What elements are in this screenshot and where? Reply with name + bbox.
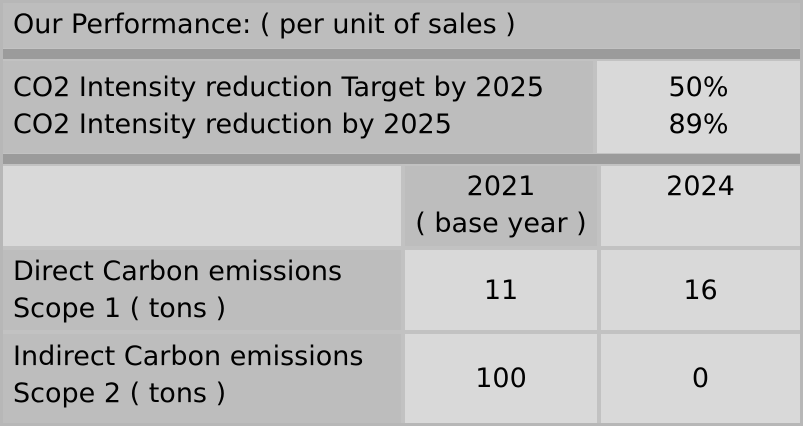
column-header-2021: 2021 ( base year ) — [405, 166, 597, 246]
scope-2-2024-value: 0 — [601, 334, 800, 423]
intensity-target-label: CO2 Intensity reduction Target by 2025 — [13, 72, 545, 103]
emissions-corner-cell — [3, 166, 401, 246]
intensity-actual-label: CO2 Intensity reduction by 2025 — [13, 109, 452, 140]
row-label-line: Scope 1 ( tons ) — [13, 293, 227, 324]
row-label-line: Direct Carbon emissions — [13, 256, 343, 287]
scope-1-2021-value: 11 — [405, 250, 597, 330]
section-divider — [3, 49, 800, 59]
row-label-scope-1: Direct Carbon emissions Scope 1 ( tons ) — [3, 250, 401, 330]
table-title: Our Performance: ( per unit of sales ) — [3, 3, 800, 48]
column-header-year: 2021 — [466, 171, 536, 202]
cell-value: 0 — [691, 363, 710, 394]
scope-1-2024-value: 16 — [601, 250, 800, 330]
table-title-text: Our Performance: ( per unit of sales ) — [13, 9, 516, 40]
row-label-scope-2: Indirect Carbon emissions Scope 2 ( tons… — [3, 334, 401, 423]
cell-value: 16 — [683, 274, 718, 306]
intensity-values: 50% 89% — [597, 61, 800, 153]
column-header-2024: 2024 — [601, 166, 800, 246]
intensity-actual-value: 89% — [668, 109, 729, 140]
cell-value: 100 — [475, 363, 527, 394]
cell-value: 11 — [483, 274, 519, 306]
scope-2-2021-value: 100 — [405, 334, 597, 423]
row-label-line: Indirect Carbon emissions — [13, 341, 364, 372]
row-label-line: Scope 2 ( tons ) — [13, 378, 227, 409]
intensity-target-value: 50% — [668, 72, 729, 103]
intensity-labels: CO2 Intensity reduction Target by 2025 C… — [3, 61, 593, 153]
column-header-note: ( base year ) — [415, 208, 587, 239]
column-header-year: 2024 — [666, 171, 735, 202]
section-divider — [3, 154, 800, 164]
